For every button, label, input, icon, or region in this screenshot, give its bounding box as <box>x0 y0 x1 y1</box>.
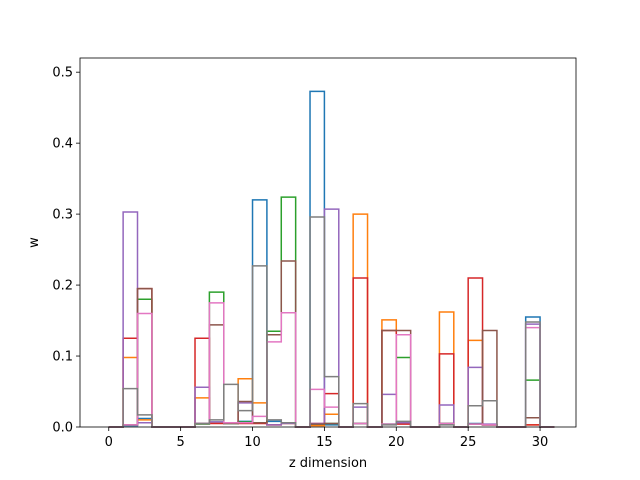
y-tick-label: 0.1 <box>52 350 73 365</box>
x-tick-label: 30 <box>532 435 549 450</box>
y-tick-label: 0.5 <box>52 66 73 81</box>
x-tick-label: 5 <box>176 435 184 450</box>
y-axis-label: w <box>27 237 42 248</box>
x-tick-label: 0 <box>105 435 113 450</box>
y-tick-label: 0.4 <box>52 137 73 152</box>
y-tick-label: 0.3 <box>52 208 73 223</box>
x-tick-label: 15 <box>316 435 333 450</box>
axes-frame <box>79 57 577 428</box>
x-tick-label: 25 <box>460 435 477 450</box>
y-tick-label: 0.2 <box>52 279 73 294</box>
x-tick-label: 20 <box>388 435 405 450</box>
x-tick-label: 10 <box>244 435 261 450</box>
series-layer <box>108 90 555 428</box>
series-5-step <box>108 208 555 428</box>
y-axis-ticks: 0.0 0.1 0.2 0.3 0.4 0.5 <box>52 66 80 436</box>
series-8-step <box>108 216 555 428</box>
x-axis-ticks: 0 5 10 15 20 25 30 <box>105 427 549 450</box>
y-tick-label: 0.0 <box>52 421 73 436</box>
x-axis-label: z dimension <box>289 456 367 471</box>
